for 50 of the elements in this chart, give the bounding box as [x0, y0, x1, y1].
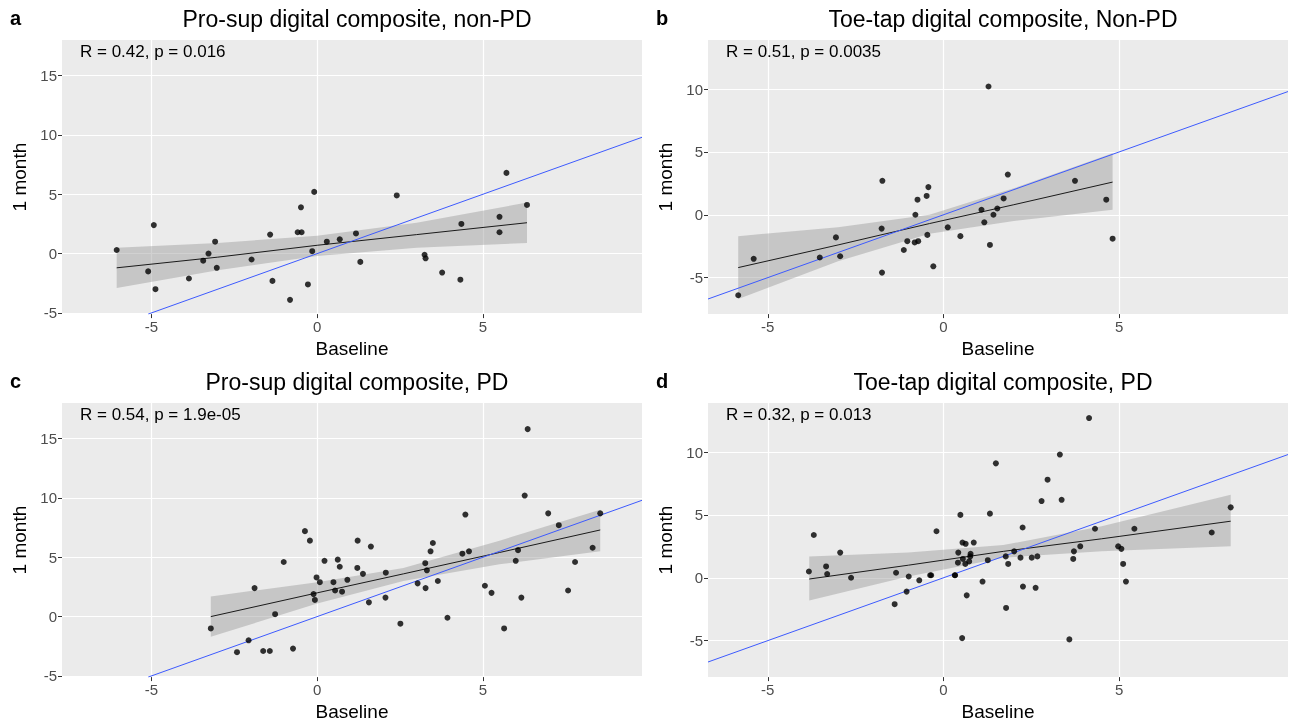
y-tick-label: 5 — [48, 548, 57, 566]
y-tick-label: 0 — [694, 206, 703, 224]
x-axis-title: Baseline — [315, 338, 389, 359]
y-tick-label: 15 — [40, 430, 57, 448]
x-tick-label: -5 — [761, 318, 775, 336]
x-tick-label: 0 — [939, 318, 948, 336]
chart-title: Toe-tap digital composite, PD — [853, 368, 1153, 395]
y-tick-label: 0 — [694, 569, 703, 587]
x-axis-title: Baseline — [315, 701, 389, 722]
y-tick-label: 10 — [40, 489, 57, 507]
x-axis-title: Baseline — [961, 338, 1035, 359]
y-tick-label: 0 — [48, 608, 57, 626]
x-tick-label: 0 — [313, 318, 322, 336]
y-axis-title: 1 month — [655, 142, 677, 212]
y-tick-label: -5 — [43, 667, 57, 685]
text: a — [10, 7, 22, 29]
y-tick-label: 5 — [694, 506, 703, 524]
y-tick-label: 15 — [40, 67, 57, 85]
y-axis-title: 1 month — [9, 505, 31, 575]
annotation: R = 0.42, p = 0.016 — [80, 42, 226, 61]
annotation: R = 0.51, p = 0.0035 — [726, 42, 882, 61]
text: d — [656, 370, 669, 392]
y-axis-title: 1 month — [655, 505, 677, 575]
x-tick-label: -5 — [144, 318, 159, 336]
annotation: R = 0.54, p = 1.9e-05 — [80, 405, 241, 424]
x-tick-label: 0 — [939, 681, 948, 699]
y-tick-label: 0 — [48, 245, 57, 263]
x-tick-label: -5 — [144, 681, 159, 699]
y-tick-label: -5 — [689, 269, 703, 287]
y-tick-label: 5 — [694, 143, 703, 161]
x-tick-label: -5 — [761, 681, 775, 699]
annotation: R = 0.32, p = 0.013 — [726, 405, 872, 424]
y-tick-label: 5 — [48, 185, 57, 203]
y-axis-title: 1 month — [9, 142, 31, 212]
x-tick-label: 5 — [478, 681, 488, 699]
x-axis-title: Baseline — [961, 701, 1035, 722]
x-tick-label: 5 — [1115, 318, 1124, 336]
y-tick-label: 10 — [40, 126, 57, 144]
chart-title: Toe-tap digital composite, Non-PD — [828, 5, 1178, 32]
x-tick-label: 5 — [478, 318, 488, 336]
text: b — [656, 7, 669, 29]
y-tick-label: -5 — [43, 304, 57, 322]
chart-title: Pro-sup digital composite, PD — [205, 368, 509, 395]
chart-title: Pro-sup digital composite, non-PD — [182, 5, 532, 32]
x-tick-label: 0 — [313, 681, 322, 699]
y-tick-label: -5 — [689, 632, 703, 650]
text: c — [10, 370, 22, 392]
x-tick-label: 5 — [1115, 681, 1124, 699]
y-tick-label: 10 — [686, 443, 703, 461]
y-tick-label: 10 — [686, 80, 703, 98]
